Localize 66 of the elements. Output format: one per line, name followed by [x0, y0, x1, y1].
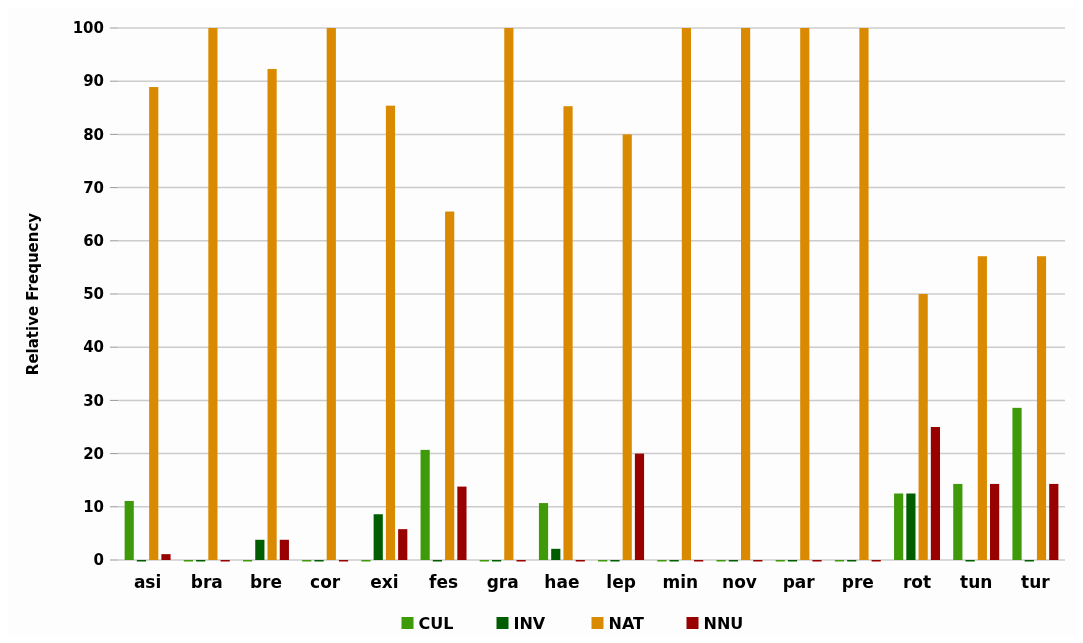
bar [398, 529, 408, 560]
bar [930, 427, 941, 560]
bar [800, 28, 810, 560]
bar [124, 500, 134, 560]
x-tick-label: bra [190, 572, 223, 592]
x-tick-label: fes [429, 572, 459, 592]
bar [953, 483, 963, 560]
y-axis-title: Relative Frequency [24, 212, 42, 376]
bar [563, 106, 573, 560]
bar [990, 483, 1000, 560]
x-tick-label: exi [370, 572, 399, 592]
legend-label: CUL [418, 613, 454, 633]
x-tick-label: tun [960, 572, 993, 592]
x-tick-label: lep [606, 572, 636, 592]
bar [373, 514, 383, 560]
bar [634, 453, 645, 560]
y-tick-label: 60 [83, 232, 104, 251]
y-tick-label: 50 [83, 285, 104, 304]
x-tick-label: hae [544, 572, 580, 592]
bar [208, 28, 218, 560]
x-tick-label: par [782, 572, 816, 592]
bar [977, 256, 987, 560]
bar [859, 28, 869, 560]
bar [1036, 256, 1047, 560]
bar [255, 539, 265, 560]
bar [504, 28, 514, 560]
x-tick-label: gra [486, 572, 519, 592]
x-tick-label: nov [722, 572, 757, 592]
bar [279, 539, 289, 560]
y-tick-label: 30 [83, 391, 104, 410]
y-tick-label: 70 [83, 178, 104, 197]
y-tick-label: 100 [72, 19, 104, 38]
bar [326, 28, 336, 560]
bar [918, 294, 928, 560]
x-tick-label: asi [133, 572, 162, 592]
bar [681, 28, 691, 560]
x-tick-label: cor [310, 572, 341, 592]
bar [538, 503, 549, 560]
y-tick-label: 90 [83, 72, 104, 91]
bar [622, 134, 632, 560]
bar [894, 493, 904, 560]
legend-label: INV [513, 613, 546, 633]
legend-label: NAT [608, 613, 645, 633]
y-tick-label: 40 [83, 338, 104, 357]
x-tick-label: bre [249, 572, 283, 592]
x-tick-label: tur [1021, 572, 1051, 592]
bar [420, 449, 430, 560]
y-tick-label: 10 [83, 498, 104, 517]
bar [1049, 483, 1059, 560]
bar [906, 493, 916, 560]
bar [161, 554, 171, 560]
bar [149, 87, 159, 560]
bar [551, 548, 561, 560]
y-tick-label: 0 [93, 551, 104, 570]
bar [385, 105, 396, 560]
bar [457, 486, 467, 560]
bar [741, 28, 751, 560]
bar [445, 211, 455, 560]
x-tick-label: min [662, 572, 699, 592]
bar [267, 68, 277, 560]
x-tick-label: pre [841, 572, 874, 592]
y-tick-label: 80 [83, 125, 104, 144]
x-tick-label: rot [902, 572, 932, 592]
legend-label: NNU [703, 613, 744, 633]
y-tick-label: 20 [83, 444, 104, 463]
bar [1012, 407, 1022, 560]
